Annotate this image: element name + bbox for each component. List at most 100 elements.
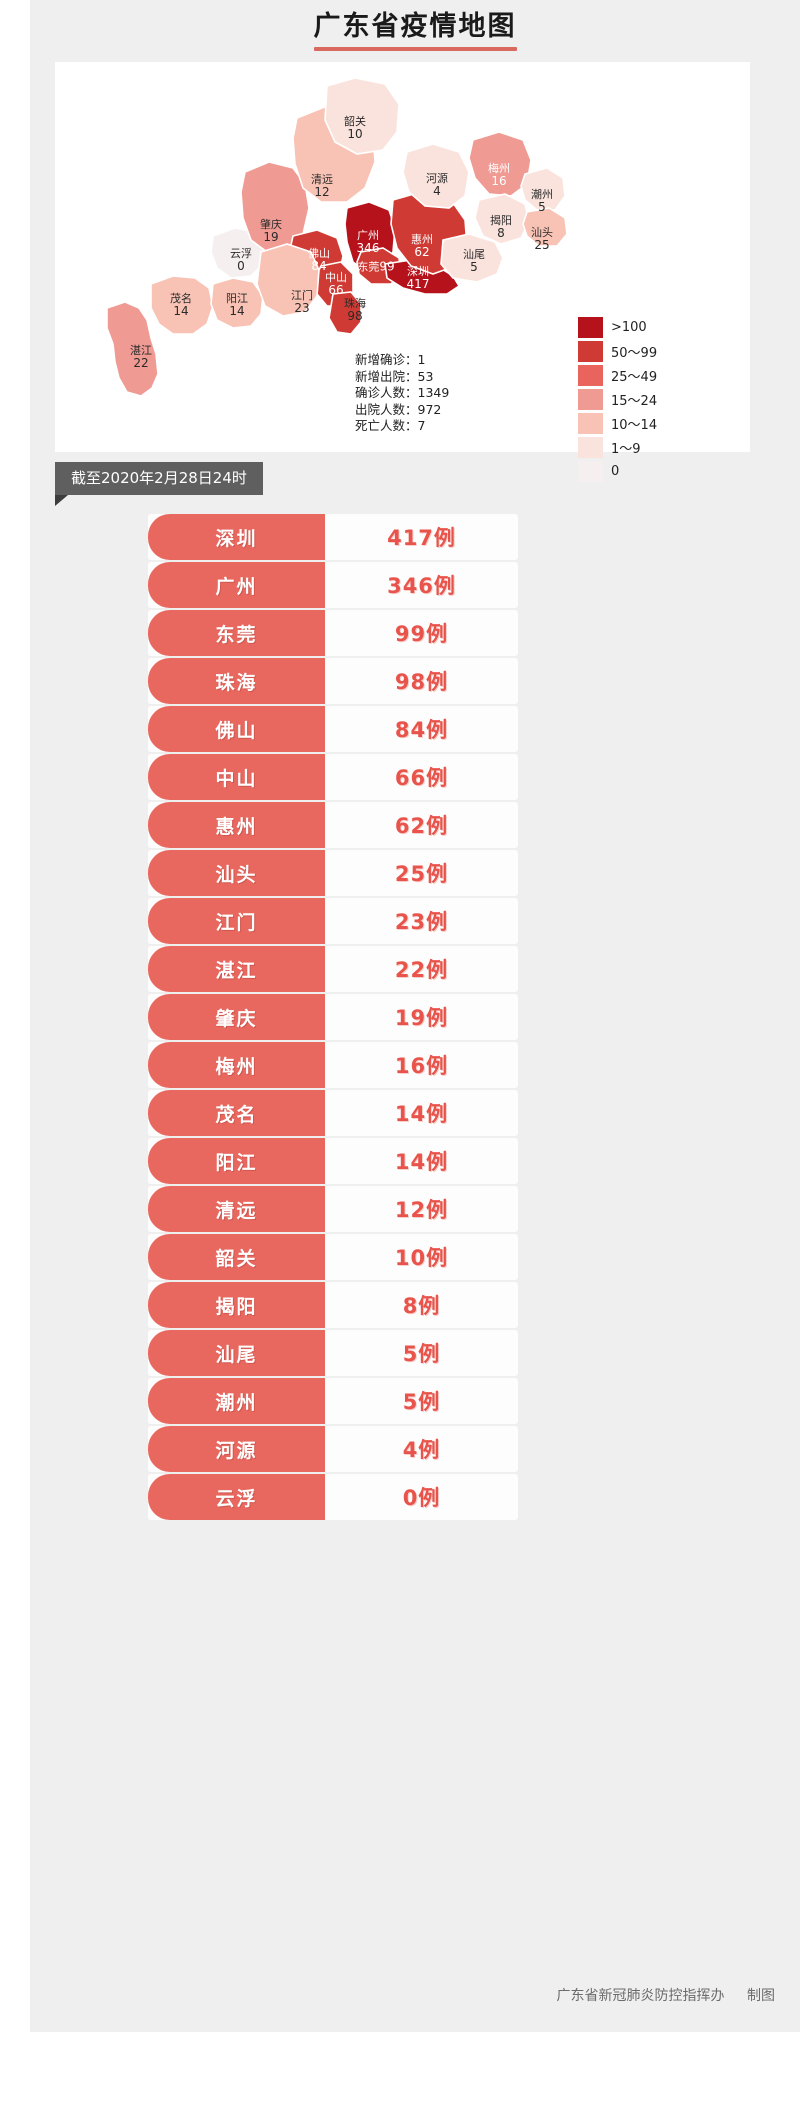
map-statistics: 新增确诊：1 新增出院：53 确诊人数：1349 出院人数：972 死亡人数：7 — [355, 352, 449, 435]
city-name: 汕尾 — [215, 1343, 258, 1366]
table-row[interactable]: 肇庆 19例 — [148, 994, 518, 1040]
city-case-cell: 14例 — [325, 1138, 518, 1184]
legend-swatch — [578, 388, 603, 410]
table-row[interactable]: 揭阳 8例 — [148, 1282, 518, 1328]
map-region[interactable] — [402, 143, 470, 209]
table-row[interactable]: 广州 346例 — [148, 562, 518, 608]
table-row[interactable]: 东莞 99例 — [148, 610, 518, 656]
legend-row: 15～24 — [578, 387, 657, 411]
guangdong-map[interactable] — [55, 62, 750, 452]
city-name: 惠州 — [215, 815, 258, 838]
footer: 广东省新冠肺炎防控指挥办 制图 — [30, 1985, 775, 2005]
map-region[interactable] — [468, 131, 532, 197]
city-case-cell: 19例 — [325, 994, 518, 1040]
city-name: 江门 — [215, 911, 258, 934]
city-name: 揭阳 — [215, 1295, 258, 1318]
table-row[interactable]: 佛山 84例 — [148, 706, 518, 752]
map-region[interactable] — [150, 275, 214, 335]
table-row[interactable]: 潮州 5例 — [148, 1378, 518, 1424]
legend-row: 50～99 — [578, 339, 657, 363]
table-row[interactable]: 中山 66例 — [148, 754, 518, 800]
city-name-pill: 韶关 — [148, 1234, 325, 1280]
city-name: 清远 — [215, 1199, 258, 1222]
legend-swatch — [578, 316, 603, 338]
table-row[interactable]: 湛江 22例 — [148, 946, 518, 992]
map-region[interactable] — [324, 77, 400, 155]
city-case-value: 66例 — [394, 766, 449, 790]
city-case-value: 417例 — [387, 526, 456, 550]
map-region[interactable] — [256, 243, 320, 317]
map-region[interactable] — [522, 207, 568, 247]
table-row[interactable]: 茂名 14例 — [148, 1090, 518, 1136]
city-name-pill: 佛山 — [148, 706, 325, 752]
city-name-pill: 揭阳 — [148, 1282, 325, 1328]
city-name: 汕头 — [215, 863, 258, 886]
page-body: 广东省疫情地图 韶关 10 清远 12 河源 4 梅州 16 潮州 5 肇庆 19 揭阳 8 汕头 25 广州 3… — [30, 0, 800, 2101]
city-case-cell: 22例 — [325, 946, 518, 992]
map-region[interactable] — [328, 291, 362, 335]
city-case-cell: 8例 — [325, 1282, 518, 1328]
table-row[interactable]: 河源 4例 — [148, 1426, 518, 1472]
legend-label: 15～24 — [611, 393, 658, 409]
city-name: 潮州 — [215, 1391, 258, 1414]
table-row[interactable]: 阳江 14例 — [148, 1138, 518, 1184]
map-region[interactable] — [474, 193, 530, 245]
map-region[interactable] — [520, 167, 566, 211]
legend-row: 1～9 — [578, 435, 657, 459]
legend-label: 50～99 — [611, 345, 658, 361]
map-region[interactable] — [210, 277, 264, 329]
city-name: 阳江 — [215, 1151, 258, 1174]
city-case-cell: 62例 — [325, 802, 518, 848]
city-case-value: 4例 — [402, 1438, 441, 1462]
table-row[interactable]: 汕尾 5例 — [148, 1330, 518, 1376]
city-case-cell: 4例 — [325, 1426, 518, 1472]
table-row[interactable]: 江门 23例 — [148, 898, 518, 944]
table-row[interactable]: 惠州 62例 — [148, 802, 518, 848]
map-region[interactable] — [106, 301, 159, 397]
table-row[interactable]: 珠海 98例 — [148, 658, 518, 704]
map-stat-line: 确诊人数：1349 — [355, 385, 450, 400]
date-banner: 截至2020年2月28日24时 — [55, 462, 263, 506]
city-name-pill: 珠海 — [148, 658, 325, 704]
page-title: 广东省疫情地图 — [313, 11, 517, 42]
city-case-value: 19例 — [394, 1006, 449, 1030]
city-case-cell: 5例 — [325, 1330, 518, 1376]
city-name: 湛江 — [215, 959, 258, 982]
city-name-pill: 梅州 — [148, 1042, 325, 1088]
map-legend: >100 50～99 25～49 15～24 10～14 1～9 0 — [578, 315, 657, 483]
city-name-pill: 茂名 — [148, 1090, 325, 1136]
table-row[interactable]: 深圳 417例 — [148, 514, 518, 560]
city-case-cell: 23例 — [325, 898, 518, 944]
city-name: 云浮 — [215, 1487, 258, 1510]
legend-label: 10～14 — [611, 417, 658, 433]
city-name: 河源 — [215, 1439, 258, 1462]
date-banner-wrap: 截至2020年2月28日24时 — [55, 462, 263, 506]
city-case-cell: 98例 — [325, 658, 518, 704]
city-name-pill: 潮州 — [148, 1378, 325, 1424]
city-case-value: 16例 — [394, 1054, 449, 1078]
table-row[interactable]: 云浮 0例 — [148, 1474, 518, 1520]
city-name-pill: 惠州 — [148, 802, 325, 848]
city-name-pill: 阳江 — [148, 1138, 325, 1184]
city-name-pill: 中山 — [148, 754, 325, 800]
city-name: 珠海 — [215, 671, 258, 694]
table-row[interactable]: 汕头 25例 — [148, 850, 518, 896]
city-case-value: 22例 — [394, 958, 449, 982]
city-case-cell: 346例 — [325, 562, 518, 608]
city-case-value: 10例 — [394, 1246, 449, 1270]
table-row[interactable]: 韶关 10例 — [148, 1234, 518, 1280]
city-name-pill: 河源 — [148, 1426, 325, 1472]
table-row[interactable]: 清远 12例 — [148, 1186, 518, 1232]
city-case-value: 5例 — [402, 1342, 441, 1366]
city-name-pill: 汕头 — [148, 850, 325, 896]
city-case-cell: 10例 — [325, 1234, 518, 1280]
legend-label: >100 — [611, 319, 647, 335]
table-row[interactable]: 梅州 16例 — [148, 1042, 518, 1088]
city-name-pill: 湛江 — [148, 946, 325, 992]
legend-row: 25～49 — [578, 363, 657, 387]
map-region[interactable] — [440, 233, 504, 283]
city-case-cell: 417例 — [325, 514, 518, 560]
map-stat-line: 新增出院：53 — [355, 368, 434, 384]
legend-label: 0 — [611, 463, 620, 479]
city-name-pill: 汕尾 — [148, 1330, 325, 1376]
